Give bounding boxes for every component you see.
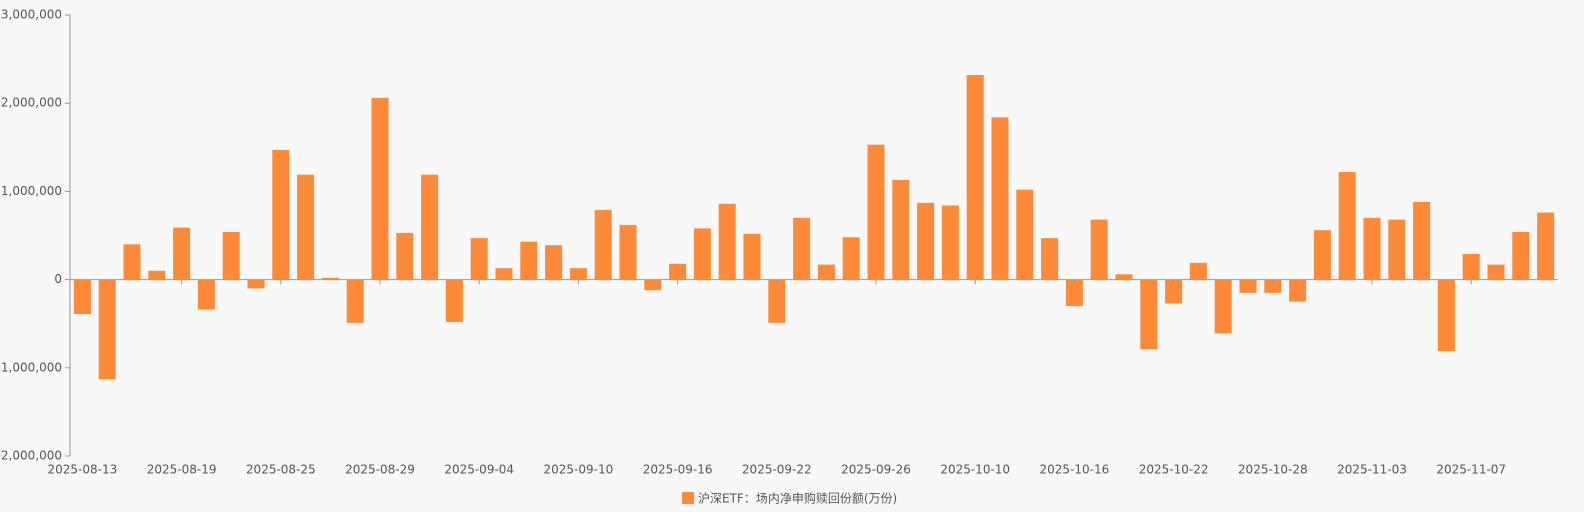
bar bbox=[1239, 279, 1257, 293]
bar bbox=[495, 268, 513, 280]
x-tick-label: 2025-10-22 bbox=[1139, 463, 1209, 477]
y-tick-label: 3,000,000 bbox=[1, 8, 62, 22]
bar bbox=[173, 227, 191, 280]
bar bbox=[1388, 219, 1406, 280]
legend-swatch bbox=[682, 492, 694, 504]
y-tick-label: 2,000,000 bbox=[1, 96, 62, 110]
bar bbox=[1165, 279, 1183, 304]
bar bbox=[421, 174, 439, 280]
x-tick-label: 2025-10-16 bbox=[1040, 463, 1110, 477]
bar bbox=[1214, 279, 1232, 334]
bar bbox=[272, 149, 290, 280]
bar bbox=[396, 232, 414, 280]
bar bbox=[941, 205, 959, 280]
bar bbox=[718, 203, 736, 280]
bar bbox=[1437, 279, 1455, 352]
bar bbox=[793, 217, 811, 280]
bar bbox=[520, 241, 538, 280]
bar bbox=[1065, 279, 1083, 307]
bar bbox=[917, 202, 935, 280]
bar bbox=[817, 264, 835, 280]
bar bbox=[1016, 189, 1034, 280]
bar bbox=[991, 117, 1009, 280]
x-tick-label: 2025-08-13 bbox=[48, 463, 118, 477]
bar bbox=[1115, 274, 1133, 280]
bar bbox=[1264, 279, 1282, 293]
bar bbox=[1512, 231, 1530, 280]
bar bbox=[1313, 230, 1331, 280]
bar bbox=[297, 174, 315, 280]
x-tick-label: 2025-09-10 bbox=[544, 463, 614, 477]
x-tick-label: 2025-11-03 bbox=[1337, 463, 1407, 477]
bar bbox=[569, 268, 587, 280]
bar bbox=[1140, 279, 1158, 350]
y-tick-label: -1,000,000 bbox=[0, 360, 62, 374]
x-tick-label: 2025-10-10 bbox=[940, 463, 1010, 477]
bar bbox=[321, 277, 339, 280]
bar bbox=[1487, 264, 1505, 280]
bar bbox=[1363, 217, 1381, 280]
bar bbox=[1289, 279, 1307, 302]
y-tick-label: -2,000,000 bbox=[0, 449, 62, 463]
bar bbox=[73, 279, 91, 314]
bar bbox=[148, 270, 166, 280]
bar bbox=[470, 238, 488, 280]
bar bbox=[371, 97, 389, 280]
bar bbox=[346, 279, 364, 323]
bar bbox=[966, 74, 984, 280]
bar bbox=[123, 244, 141, 280]
bar bbox=[619, 224, 637, 280]
bar bbox=[1537, 212, 1555, 280]
x-tick-label: 2025-11-07 bbox=[1436, 463, 1506, 477]
bar bbox=[693, 228, 711, 280]
bar bbox=[1041, 238, 1059, 280]
bar bbox=[545, 245, 563, 280]
x-tick-label: 2025-09-22 bbox=[742, 463, 812, 477]
bar bbox=[1189, 262, 1207, 280]
bar bbox=[197, 279, 215, 310]
legend-label: 沪深ETF：场内净申购赎回份额(万份) bbox=[698, 491, 897, 506]
bar bbox=[247, 279, 265, 289]
bar bbox=[867, 144, 885, 280]
x-tick-label: 2025-08-25 bbox=[246, 463, 316, 477]
bar bbox=[1090, 219, 1108, 280]
x-tick-label: 2025-09-16 bbox=[643, 463, 713, 477]
x-tick-label: 2025-08-29 bbox=[345, 463, 415, 477]
x-tick-label: 2025-09-26 bbox=[841, 463, 911, 477]
x-tick-label: 2025-09-04 bbox=[444, 463, 514, 477]
bar bbox=[842, 237, 860, 280]
bar bbox=[644, 279, 662, 291]
bar bbox=[1338, 171, 1356, 280]
bar bbox=[1413, 201, 1431, 280]
y-tick-label: 1,000,000 bbox=[1, 184, 62, 198]
bar bbox=[768, 279, 786, 323]
bar bbox=[892, 179, 910, 280]
bar bbox=[98, 279, 116, 380]
bar bbox=[594, 209, 612, 280]
y-tick-label: 0 bbox=[54, 272, 62, 286]
bar bbox=[1462, 254, 1480, 280]
bar bbox=[222, 231, 240, 280]
bar bbox=[445, 279, 463, 322]
x-tick-label: 2025-08-19 bbox=[147, 463, 217, 477]
bar bbox=[743, 233, 761, 280]
x-tick-label: 2025-10-28 bbox=[1238, 463, 1308, 477]
bar bbox=[669, 263, 687, 280]
